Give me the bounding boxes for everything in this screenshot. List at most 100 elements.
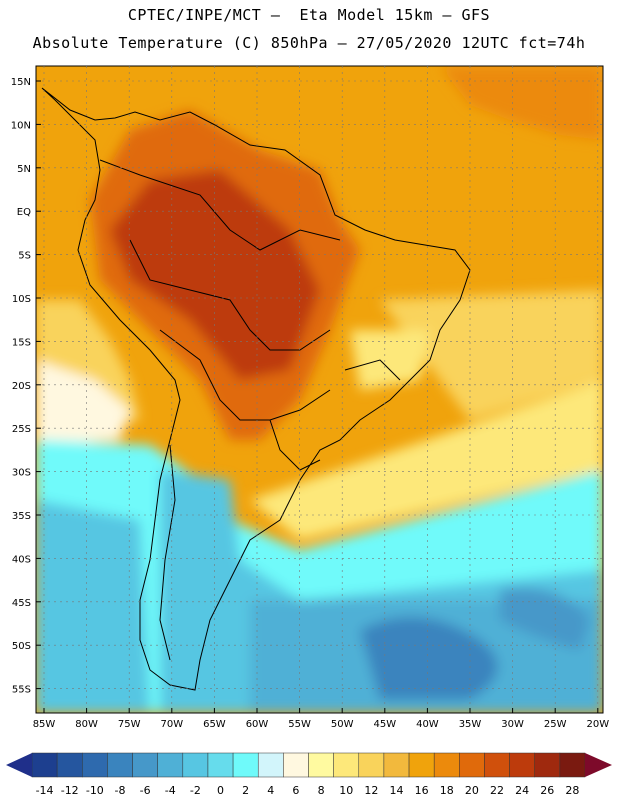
longitude-label: 20W xyxy=(586,719,609,730)
field-brazil-coast-yellow xyxy=(350,330,430,390)
latitude-label: 5S xyxy=(18,251,31,262)
longitude-label: 80W xyxy=(75,719,98,730)
field-atlantic-yellow xyxy=(250,380,603,540)
longitude-label: 75W xyxy=(118,719,141,730)
legend-swatch xyxy=(534,752,561,778)
legend-swatch xyxy=(459,752,485,778)
legend-swatch xyxy=(509,752,535,778)
legend-swatch xyxy=(82,752,108,778)
border-central xyxy=(129,239,331,351)
latitude-label: 50S xyxy=(12,641,31,652)
border-north xyxy=(99,159,341,251)
latitude-label: 15N xyxy=(11,77,31,88)
legend-swatch xyxy=(433,752,460,778)
legend-swatch xyxy=(182,752,209,778)
legend-tick-label: -4 xyxy=(165,784,176,797)
legend-tick-labels: -14 -12 -10 -8 -6 -4 -2 0 2 4 6 8 10 12 14 16 18 20 22 24 26… xyxy=(36,784,580,797)
legend-swatch xyxy=(157,752,184,778)
legend-swatch xyxy=(207,752,234,778)
field-pacific-pale xyxy=(36,360,130,445)
longitude-label: 50W xyxy=(331,719,354,730)
latitude-label: 5N xyxy=(17,164,31,175)
legend-tick-label: -8 xyxy=(114,784,125,797)
legend-tick-label: 12 xyxy=(364,784,378,797)
latitude-label: 10N xyxy=(11,120,31,131)
longitude-label: 25W xyxy=(544,719,567,730)
south-america-coast xyxy=(41,87,471,691)
legend-tick-label: 26 xyxy=(540,784,554,797)
legend-swatch xyxy=(107,752,133,778)
latitude-label: 40S xyxy=(12,554,31,565)
legend-swatch xyxy=(308,752,334,778)
coastline xyxy=(41,87,471,691)
legend-swatch xyxy=(408,752,435,778)
field-continent-hot xyxy=(110,170,320,380)
legend-tick-label: 0 xyxy=(217,784,224,797)
temperature-map: 15N 10N 5N EQ 5S 10S 15S 20S 25S 30S 35S 40S 45S 50S 5… xyxy=(11,65,610,730)
legend-tick-label: -2 xyxy=(190,784,201,797)
legend-swatch xyxy=(358,752,385,778)
latitude-label: 30S xyxy=(12,468,31,479)
legend-swatch xyxy=(31,752,58,778)
legend-swatch xyxy=(56,752,83,778)
latitude-label: 45S xyxy=(12,598,31,609)
legend-tick-label: 22 xyxy=(490,784,504,797)
longitude-label: 35W xyxy=(459,719,482,730)
map-title-line-2: Absolute Temperature (C) 850hPa — 27/05/… xyxy=(32,34,586,52)
border-state xyxy=(344,359,401,381)
temperature-field xyxy=(36,66,603,713)
latitude-label: 15S xyxy=(12,337,31,348)
longitude-label: 45W xyxy=(373,719,396,730)
border-uruguay xyxy=(269,419,321,471)
field-cold-core-east xyxy=(500,588,590,650)
field-cold-core xyxy=(360,617,498,700)
latitude-label: 20S xyxy=(12,381,31,392)
graticule xyxy=(36,66,603,713)
legend-swatch xyxy=(333,752,360,778)
longitude-label: 60W xyxy=(246,719,269,730)
legend-tick-label: 4 xyxy=(267,784,274,797)
longitude-label: 70W xyxy=(160,719,183,730)
legend-tick-label: 20 xyxy=(465,784,479,797)
longitude-label: 55W xyxy=(288,719,311,730)
legend-tick-label: 28 xyxy=(565,784,579,797)
legend-tick-label: 18 xyxy=(440,784,454,797)
legend-tick-label: 2 xyxy=(242,784,249,797)
border-south xyxy=(159,329,331,421)
longitude-label: 40W xyxy=(416,719,439,730)
longitude-label: 65W xyxy=(203,719,226,730)
legend-swatches xyxy=(31,752,586,778)
legend-under-arrow xyxy=(6,753,32,777)
legend-swatch xyxy=(484,752,510,778)
legend-tick-label: -14 xyxy=(36,784,54,797)
color-legend: -14 -12 -10 -8 -6 -4 -2 0 2 4 6 8 10 12 14 16 18 20 22 24 26… xyxy=(6,752,612,797)
latitude-label: 35S xyxy=(12,511,31,522)
legend-swatch xyxy=(257,752,284,778)
longitude-labels: 85W 80W 75W 70W 65W 60W 55W 50W 45W 40W 35W 30W 25W 2… xyxy=(33,719,610,730)
legend-swatch xyxy=(232,752,259,778)
latitude-label: 55S xyxy=(12,685,31,696)
legend-swatch xyxy=(132,752,158,778)
border-andes xyxy=(159,444,176,661)
legend-tick-label: 8 xyxy=(318,784,325,797)
legend-tick-label: -6 xyxy=(140,784,151,797)
field-northeast-warm xyxy=(440,66,603,140)
longitude-label: 85W xyxy=(33,719,56,730)
map-title-line-1: CPTEC/INPE/MCT — Eta Model 15km — GFS xyxy=(127,6,491,24)
legend-over-arrow xyxy=(585,753,612,777)
legend-tick-label: 24 xyxy=(515,784,529,797)
legend-swatch xyxy=(283,752,309,778)
legend-tick-label: -12 xyxy=(61,784,79,797)
latitude-label: 10S xyxy=(12,294,31,305)
legend-tick-label: 16 xyxy=(415,784,429,797)
longitude-label: 30W xyxy=(501,719,524,730)
legend-tick-label: 10 xyxy=(339,784,353,797)
legend-tick-label: 14 xyxy=(389,784,403,797)
field-atlantic-gold xyxy=(380,290,603,420)
legend-swatch xyxy=(383,752,410,778)
latitude-label: EQ xyxy=(17,207,31,218)
latitude-labels: 15N 10N 5N EQ 5S 10S 15S 20S 25S 30S 35S 40S 45S 50S 5… xyxy=(11,77,31,696)
field-pacific-blue xyxy=(36,500,150,713)
latitude-label: 25S xyxy=(12,424,31,435)
legend-tick-label: 6 xyxy=(292,784,299,797)
